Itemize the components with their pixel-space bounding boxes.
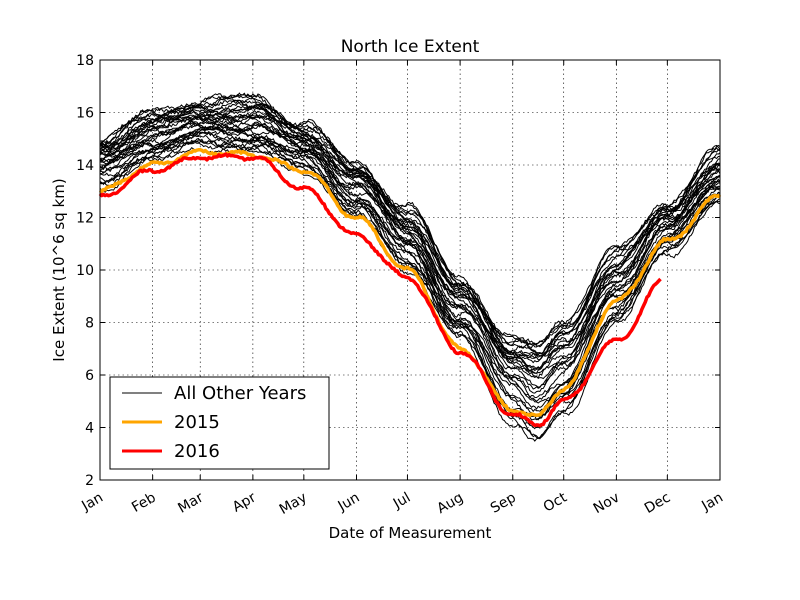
y-tick-label: 10 [76, 263, 94, 279]
legend-label-2016: 2016 [174, 441, 220, 462]
other-year-line [99, 134, 721, 430]
y-tick-label: 4 [85, 421, 94, 437]
other-year-line [99, 110, 721, 372]
other-year-line [99, 103, 721, 361]
other-year-line [99, 92, 721, 346]
legend: All Other Years 2015 2016 [109, 376, 330, 470]
series-line-2016 [98, 152, 662, 428]
y-tick-label: 12 [76, 211, 94, 227]
chart-title: North Ice Extent [341, 37, 480, 57]
x-axis-label: Date of Measurement [329, 524, 492, 542]
other-year-line [99, 120, 721, 390]
y-axis-label: Ice Extent (10^6 sq km) [50, 178, 68, 361]
series-line-2015 [98, 147, 722, 418]
y-tick-label: 2 [85, 473, 94, 489]
highlight-series-lines [98, 147, 722, 428]
other-year-line [99, 135, 721, 418]
x-tick-label: Jul [390, 490, 414, 513]
y-tick-label: 8 [85, 316, 94, 332]
y-tick-label: 6 [85, 368, 94, 384]
legend-label-2015: 2015 [174, 412, 220, 433]
y-tick-label: 14 [76, 158, 94, 174]
other-year-line [99, 93, 721, 346]
other-year-line [99, 104, 721, 361]
y-tick-label: 18 [76, 53, 94, 69]
y-tick-label: 16 [76, 106, 94, 122]
legend-label-other-years: All Other Years [174, 383, 306, 404]
legend-box [109, 376, 330, 470]
other-year-line [99, 92, 721, 347]
